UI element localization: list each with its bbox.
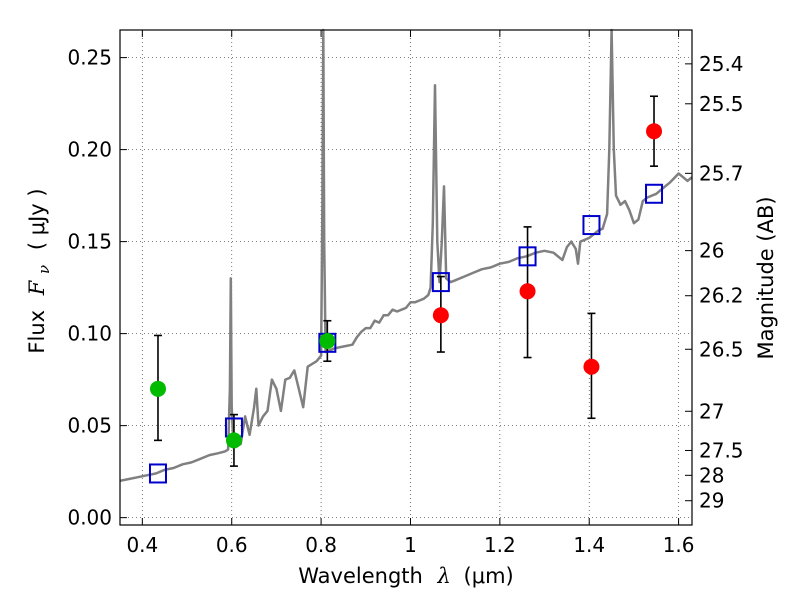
y2-tick-label: 28 [699,463,724,487]
observed-point [519,283,536,300]
spectrum-line [119,28,693,483]
y2-tick-label: 25.5 [699,92,744,116]
y2-tick-label: 26 [699,239,724,263]
x-tick-label: 0.8 [305,533,337,557]
model-photometry-square [518,246,537,267]
x-axis-label-text: Wavelength [298,564,423,588]
y-tick-label: 0.20 [67,138,112,162]
y-tick-label: 0.05 [67,414,112,438]
y2-tick-label: 27.5 [699,438,744,462]
axis-ticks: 0.4 0.6 0.8 1 1.2 1.4 1.6 0.00 0.05 0.10 0.15 0.20 0… [67,30,744,557]
observed-point [225,432,242,449]
plot-frame [119,29,693,526]
x-axis-label: Wavelength λ (μm) [298,564,513,588]
y2-tick-label: 25.4 [699,52,744,76]
x-tick-label: 1.2 [484,533,516,557]
observed-point [319,332,336,349]
model-photometry-square [582,215,601,236]
y2-tick-label: 27 [699,399,724,423]
y2-tick-label: 26.5 [699,337,744,361]
y-axis-label-text: Flux [25,310,49,354]
spectrum-series [119,28,693,483]
observed-point [432,307,449,324]
x-tick-label: 1.6 [663,533,695,557]
model-photometry-square [645,183,664,204]
y-axis-label-unit: ( μJy ) [25,188,49,250]
y2-tick-label: 25.7 [699,161,744,185]
observed-point [583,358,600,375]
y-tick-label: 0.15 [67,230,112,254]
x-axis-label-symbol: λ [437,564,451,588]
y2-tick-label: 26.2 [699,284,744,308]
model-photometry-square [148,463,167,484]
y-axis-label-symbol: F [25,279,49,296]
observed-point [149,380,166,397]
y-tick-label: 0.25 [67,46,112,70]
y-axis-label: Flux F ν ( μJy ) [25,188,54,353]
y2-tick-label: 29 [699,489,724,513]
y-axis-label-subscript: ν [35,265,53,274]
x-axis-label-unit: (μm) [464,564,514,588]
x-tick-label: 0.6 [216,533,248,557]
x-tick-label: 1.4 [573,533,605,557]
y-tick-label: 0.00 [67,506,112,530]
x-tick-label: 1 [404,533,417,557]
model-photometry-square [431,272,450,293]
y-tick-label: 0.10 [67,322,112,346]
grid-lines [120,30,692,525]
y2-axis-label: Magnitude (AB) [754,196,778,359]
x-tick-label: 0.4 [126,533,158,557]
observed-point [646,123,663,140]
observed-series [149,123,663,449]
